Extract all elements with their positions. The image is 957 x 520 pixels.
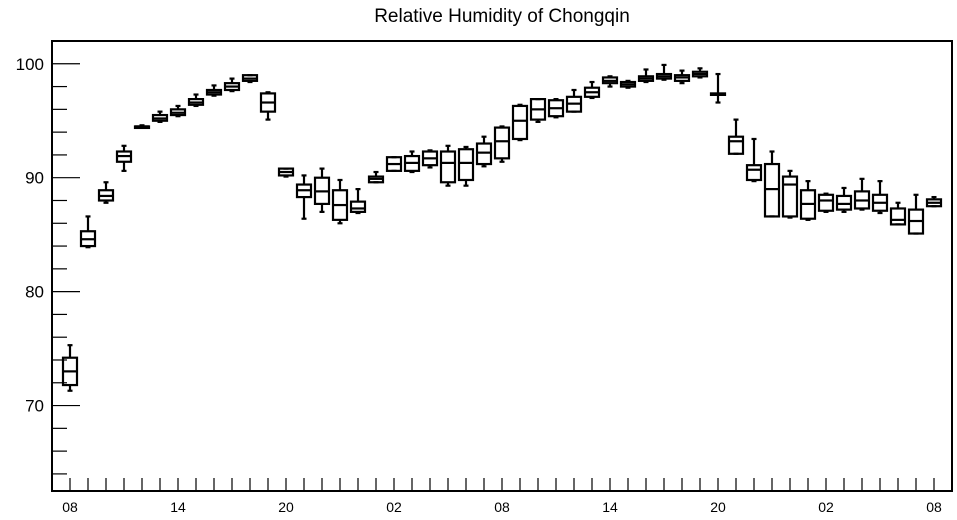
chart-title: Relative Humidity of Chongqin	[374, 6, 630, 27]
box	[817, 192, 835, 213]
box	[619, 79, 637, 89]
box	[259, 91, 277, 121]
x-tick-label: 08	[494, 499, 510, 515]
box	[457, 145, 475, 187]
box	[889, 201, 907, 226]
box	[655, 63, 673, 81]
box	[223, 77, 241, 93]
y-tick-label: 90	[25, 169, 44, 188]
box	[853, 177, 871, 211]
box	[331, 178, 349, 225]
box-body	[889, 207, 907, 226]
y-axis: 70 80 90 100	[16, 40, 80, 475]
box	[637, 68, 655, 84]
box-body	[727, 135, 745, 155]
box	[295, 174, 313, 220]
box-body	[439, 150, 457, 184]
box	[709, 72, 727, 104]
box	[367, 170, 385, 184]
box-body	[511, 104, 529, 141]
box	[691, 67, 709, 79]
box-series	[61, 63, 943, 392]
box-body	[349, 200, 367, 213]
box	[601, 75, 619, 88]
box	[205, 84, 223, 97]
box-body	[817, 193, 835, 212]
box	[547, 98, 565, 119]
box	[565, 88, 583, 113]
x-tick-label: 20	[710, 499, 726, 515]
box-body	[457, 148, 475, 182]
box	[727, 118, 745, 155]
box	[745, 137, 763, 183]
box-body	[835, 194, 853, 211]
box	[403, 150, 421, 174]
x-tick-label: 14	[170, 499, 186, 515]
y-tick-label: 80	[25, 283, 44, 302]
box	[349, 188, 367, 215]
box-body	[781, 175, 799, 218]
box-body	[475, 142, 493, 166]
x-tick-label: 08	[62, 499, 78, 515]
y-tick-label: 100	[16, 55, 44, 74]
box	[475, 135, 493, 168]
box	[529, 98, 547, 123]
box	[241, 74, 259, 84]
box	[511, 103, 529, 142]
box	[313, 167, 331, 213]
box	[583, 80, 601, 100]
box	[907, 193, 925, 235]
y-tick-label: 70	[25, 397, 44, 416]
box	[763, 150, 781, 218]
box	[133, 124, 151, 130]
plot-frame	[51, 40, 953, 492]
box	[277, 167, 295, 178]
box	[871, 180, 889, 215]
box	[97, 181, 115, 204]
box	[673, 69, 691, 85]
x-tick-label: 08	[926, 499, 942, 515]
box	[799, 180, 817, 221]
x-axis: 08 14 20 02 08 14 20 02 08	[62, 478, 942, 515]
box	[79, 215, 97, 249]
box	[781, 169, 799, 219]
box	[421, 149, 439, 169]
box	[151, 110, 169, 123]
box-body	[763, 162, 781, 218]
box-body	[745, 164, 763, 182]
box	[115, 144, 133, 172]
x-tick-label: 02	[818, 499, 834, 515]
box	[835, 186, 853, 213]
box	[169, 104, 187, 118]
box	[385, 156, 403, 172]
x-tick-label: 14	[602, 499, 618, 515]
box	[187, 93, 205, 108]
box	[493, 125, 511, 163]
box	[61, 344, 79, 392]
x-tick-label: 20	[278, 499, 294, 515]
box	[439, 144, 457, 187]
box-body	[493, 126, 511, 160]
box	[925, 195, 943, 208]
x-tick-label: 02	[386, 499, 402, 515]
